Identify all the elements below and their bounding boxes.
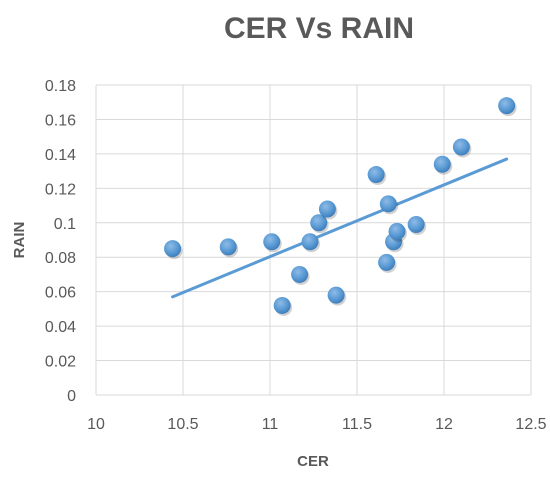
x-tick-label: 10.5 xyxy=(167,416,198,433)
y-tick-label: 0.18 xyxy=(45,78,76,95)
data-point xyxy=(273,296,291,314)
y-tick-label: 0.14 xyxy=(45,147,76,164)
x-axis-title: CER xyxy=(297,453,329,470)
data-point xyxy=(388,222,406,240)
data-point xyxy=(498,97,516,115)
y-tick-label: 0 xyxy=(67,388,76,405)
data-point xyxy=(318,200,336,218)
y-tick-label: 0.08 xyxy=(45,250,76,267)
y-tick-label: 0.04 xyxy=(45,319,76,336)
y-axis-title: RAIN xyxy=(11,222,28,259)
data-points xyxy=(164,97,517,316)
linear-trendline xyxy=(171,157,509,299)
y-tick-label: 0.06 xyxy=(45,285,76,302)
data-point xyxy=(367,166,385,184)
x-tick-label: 11.5 xyxy=(342,416,372,433)
x-tick-label: 11 xyxy=(262,416,279,433)
y-tick-label: 0.1 xyxy=(54,216,76,233)
x-tick-label: 10 xyxy=(87,416,105,433)
x-axis-ticks: 10 10.5 11 11.5 12 12.5 xyxy=(87,416,547,433)
chart-title: CER Vs RAIN xyxy=(224,12,414,45)
data-point xyxy=(327,286,345,304)
data-point xyxy=(263,233,281,251)
data-point xyxy=(291,265,309,283)
x-tick-label: 12.5 xyxy=(515,416,546,433)
data-point xyxy=(433,155,451,173)
x-tick-label: 12 xyxy=(435,416,453,433)
trendline-layer xyxy=(171,157,509,299)
data-point xyxy=(378,253,396,271)
data-point xyxy=(164,240,182,258)
data-point xyxy=(301,233,319,251)
y-tick-label: 0.12 xyxy=(45,181,76,198)
data-point xyxy=(310,214,328,232)
data-point xyxy=(452,138,470,156)
y-tick-label: 0.16 xyxy=(45,112,76,129)
y-axis-ticks: 0 0.02 0.04 0.06 0.08 0.1 0.12 0.14 0.16 0.18 xyxy=(45,78,76,405)
data-point xyxy=(379,195,397,213)
data-point xyxy=(219,238,237,256)
data-point xyxy=(407,216,425,233)
y-tick-label: 0.02 xyxy=(45,354,76,371)
